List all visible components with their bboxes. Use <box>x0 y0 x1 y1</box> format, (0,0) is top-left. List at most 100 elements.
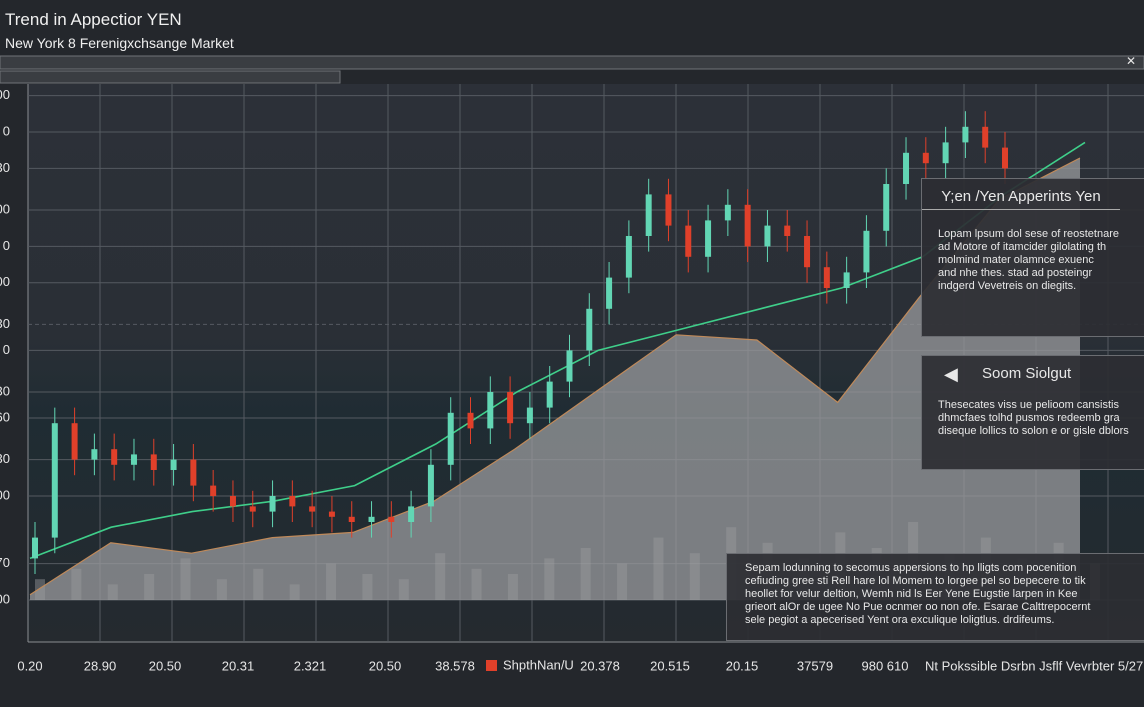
x-tick-label: 20.515 <box>650 658 690 673</box>
candle-body <box>982 126 989 148</box>
candle-body <box>942 142 949 164</box>
back-arrow[interactable]: ◀ <box>944 364 958 384</box>
candle-body <box>883 184 890 231</box>
candle-body <box>150 454 157 470</box>
candle-body <box>91 449 98 460</box>
panel-text: dhmcfaes tolhd pusmos redeemb gra <box>938 412 1120 424</box>
candle-body <box>566 350 573 382</box>
candle-body <box>71 423 78 460</box>
y-tick-label: 00 <box>0 487 10 502</box>
panel-title: Y;en /Yen Apperints Yen <box>922 188 1120 210</box>
panel-text: Sepam lodunning to secomus appersions to… <box>745 562 1077 574</box>
candle-body <box>1002 147 1008 169</box>
candle-body <box>447 412 454 465</box>
candle-body <box>487 392 494 429</box>
info-panel: Sepam lodunning to secomus appersions to… <box>726 553 1144 641</box>
legend-swatch <box>486 660 497 671</box>
candle-body <box>685 225 692 257</box>
legend-label: ShpthNan/U <box>503 657 574 672</box>
candle-body <box>705 220 712 257</box>
x-tick-label: 20.378 <box>580 658 620 673</box>
candle-body <box>51 423 58 538</box>
candle-body <box>724 204 731 221</box>
candle-body <box>606 277 613 309</box>
candle-body <box>408 506 415 522</box>
panel-text: sele pegiot a apecerised Yent ora exculi… <box>745 614 1055 626</box>
candle-body <box>764 225 771 247</box>
y-tick-label: 30 <box>0 316 10 331</box>
panel-text: cefiuding gree sti Rell hare lol Momem t… <box>745 575 1086 587</box>
x-tick-label: 37579 <box>797 658 833 673</box>
area <box>30 158 1080 600</box>
x-tick-label: 2.321 <box>294 658 327 673</box>
candle-body <box>922 152 929 164</box>
y-tick-label: 30 <box>0 383 10 398</box>
area-edge <box>29 157 1081 596</box>
subtitle: New York 8 Ferenigxchsange Market <box>5 35 234 51</box>
panel-text: molmind mater olamnce exuenc <box>938 254 1094 266</box>
panel-text: ad Motore of itamcider gilolating th <box>938 241 1107 253</box>
panel-text: and nhe thes. stad ad posteingr <box>938 267 1093 279</box>
candle-body <box>625 236 632 278</box>
candle-body <box>744 204 751 247</box>
x-tick-label: 20.50 <box>149 658 182 673</box>
panel-text: grieort alOr de ugee No Pue ocnmer oo no… <box>745 601 1091 613</box>
candle-body <box>289 496 296 507</box>
x-tick-label: 980 610 <box>862 658 909 673</box>
candle-body <box>962 126 969 143</box>
y-tick-label: 30 <box>0 160 10 175</box>
candle-body <box>32 537 38 559</box>
candle-body <box>111 449 118 465</box>
candle-body <box>823 267 830 288</box>
x-tick-label: 20.50 <box>369 658 402 673</box>
candle-body <box>190 459 197 486</box>
y-tick-label: 0 <box>3 342 10 357</box>
candle-body <box>229 496 236 507</box>
trend-line <box>29 141 1086 560</box>
candle-body <box>309 506 316 512</box>
candle-body <box>645 194 652 236</box>
info-panel: ◀ Soom Siolgut Thesecates viss ue pelioo… <box>921 355 1144 470</box>
panel-text: heollet for velur deltion, Wemh nid ls E… <box>745 588 1078 600</box>
candle-body <box>170 459 177 470</box>
candle-body <box>804 236 811 268</box>
candle-body <box>210 485 217 496</box>
candle-body <box>665 194 672 226</box>
candle-body <box>130 454 137 465</box>
candle-body <box>269 496 276 512</box>
panel-text: Lopam lpsum dol sese of reostetnare <box>938 228 1119 240</box>
candle-body <box>368 516 375 522</box>
y-tick-label: 60 <box>0 409 10 424</box>
candle-body <box>526 407 533 424</box>
x-tick-label: 20.15 <box>726 658 759 673</box>
candle-body <box>546 381 553 408</box>
y-tick-label: 00 <box>0 274 10 289</box>
candle-body <box>348 516 355 522</box>
y-tick-label: 70 <box>0 555 10 570</box>
x-tick-label: 0.20 <box>17 658 42 673</box>
toolbar[interactable] <box>0 55 1144 70</box>
tab-bar[interactable] <box>0 70 341 84</box>
candle-body <box>328 511 335 517</box>
candle-body <box>843 272 850 288</box>
title: Trend in Appectior YEN <box>5 10 182 29</box>
close-icon[interactable]: ✕ <box>1126 54 1136 68</box>
candle-body <box>784 225 791 236</box>
y-tick-label: 00 <box>0 591 10 606</box>
candle-body <box>863 230 870 273</box>
y-tick-label: 0 <box>3 123 10 138</box>
candle-body <box>467 412 474 429</box>
panel-text: diseque lollics to solon e or gisle dblo… <box>938 425 1129 437</box>
x-tick-label: 38.578 <box>435 658 475 673</box>
candle-body <box>388 516 395 522</box>
candle-body <box>903 152 910 184</box>
y-tick-label: 00 <box>0 201 10 216</box>
candle-body <box>586 308 593 351</box>
panel-text: Thesecates viss ue pelioom cansistis <box>938 399 1119 411</box>
x-tick-label: 20.31 <box>222 658 255 673</box>
candle-body <box>427 464 434 507</box>
y-tick-label: 0 <box>3 238 10 253</box>
panel-text: indgerd Vevetreis on diegits. <box>938 280 1077 292</box>
candle-body <box>249 506 256 512</box>
